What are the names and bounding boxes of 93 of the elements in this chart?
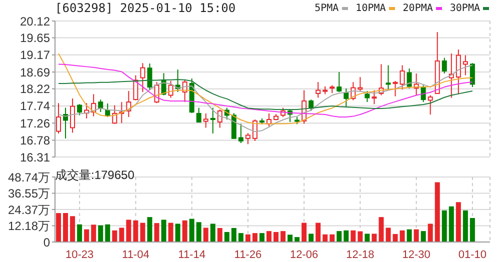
- bar: [231, 228, 236, 242]
- x-tick-label: 11-14: [178, 248, 206, 261]
- x-tick-label: 12-30: [402, 248, 430, 261]
- bar: [91, 224, 96, 242]
- y-tick-label: 48.74万: [8, 170, 50, 184]
- bar: [406, 229, 412, 242]
- bar: [330, 234, 335, 242]
- bar: [470, 218, 475, 242]
- bar: [140, 222, 146, 242]
- bar: [456, 202, 461, 242]
- bar: [105, 224, 110, 242]
- bar: [378, 217, 384, 242]
- y-tick-label: 16.31: [20, 150, 50, 164]
- bar: [189, 218, 194, 242]
- bar: [302, 222, 307, 242]
- bar: [420, 231, 426, 242]
- bar: [154, 223, 160, 242]
- x-tick-label: 10-23: [65, 248, 94, 261]
- candlestick: [448, 52, 454, 98]
- bar: [322, 234, 328, 242]
- bar: [77, 224, 82, 242]
- legend-label: 30PMA: [450, 3, 480, 14]
- y-tick-label: 20.12: [20, 14, 50, 28]
- bar: [414, 229, 419, 242]
- bar: [224, 232, 230, 242]
- x-tick-label: 11-04: [122, 248, 150, 261]
- bar: [274, 232, 278, 242]
- bar: [308, 234, 314, 242]
- x-tick-label: 01-10: [458, 248, 487, 261]
- bar: [358, 231, 363, 242]
- bar: [133, 220, 138, 242]
- bar: [210, 224, 216, 242]
- bar: [428, 224, 433, 242]
- y-tick-label: 17.74: [20, 99, 50, 114]
- bar: [350, 230, 356, 242]
- bar: [238, 233, 244, 242]
- bar: [182, 220, 188, 242]
- candlestick: [456, 49, 461, 95]
- bar: [288, 234, 293, 242]
- bar: [245, 234, 250, 242]
- candlestick: [70, 98, 76, 134]
- x-tick-label: 12-06: [290, 248, 318, 261]
- legend-label: 20PMA: [402, 3, 433, 14]
- y-tick-label: 19.17: [20, 48, 50, 62]
- bar: [161, 220, 166, 242]
- bar: [217, 228, 222, 242]
- bar: [196, 222, 202, 242]
- bar: [119, 228, 124, 242]
- bar: [126, 220, 132, 242]
- bar: [372, 234, 377, 242]
- bar: [168, 222, 174, 242]
- bar: [203, 228, 208, 242]
- bar: [400, 230, 405, 242]
- bar: [386, 228, 391, 242]
- y-tick-label: 18.69: [20, 65, 50, 80]
- bar: [98, 225, 104, 242]
- y-tick-label: 36.55万: [8, 186, 50, 201]
- bar: [344, 230, 349, 242]
- legend-label: 5PMA: [314, 3, 339, 14]
- chart-title: [603298] 2025-01-10 15:00: [55, 1, 236, 15]
- candlestick: [210, 107, 216, 134]
- bar: [70, 216, 76, 242]
- bar: [462, 210, 468, 242]
- bar: [63, 213, 68, 242]
- y-tick-label: 19.65: [20, 31, 50, 46]
- x-tick-label: 11-26: [234, 248, 262, 261]
- bar: [175, 224, 180, 242]
- bar: [56, 213, 61, 242]
- bar: [259, 233, 264, 242]
- bar: [112, 230, 118, 242]
- y-tick-label: 24.37万: [8, 202, 50, 217]
- bar: [252, 233, 258, 242]
- bar: [434, 182, 440, 242]
- candlestick: [140, 62, 146, 93]
- y-tick-label: 16.78: [20, 133, 50, 148]
- bar: [442, 210, 447, 242]
- x-tick-label: 12-18: [346, 248, 374, 261]
- y-tick-label: 18.22: [20, 82, 50, 96]
- y-tick-label: 0: [43, 235, 50, 250]
- y-tick-label: 17.26: [20, 116, 50, 130]
- bar: [294, 237, 300, 242]
- y-tick-label: 12.18万: [8, 219, 50, 234]
- bar: [280, 231, 286, 242]
- bar: [336, 231, 342, 242]
- bar: [84, 229, 90, 242]
- annotation: 成交量:179650: [55, 167, 134, 184]
- bar: [448, 206, 454, 242]
- bar: [147, 217, 152, 242]
- bar: [316, 222, 321, 242]
- bar: [364, 234, 370, 242]
- bar: [266, 231, 272, 242]
- legend-label: 10PMA: [356, 3, 386, 14]
- bar: [392, 234, 398, 242]
